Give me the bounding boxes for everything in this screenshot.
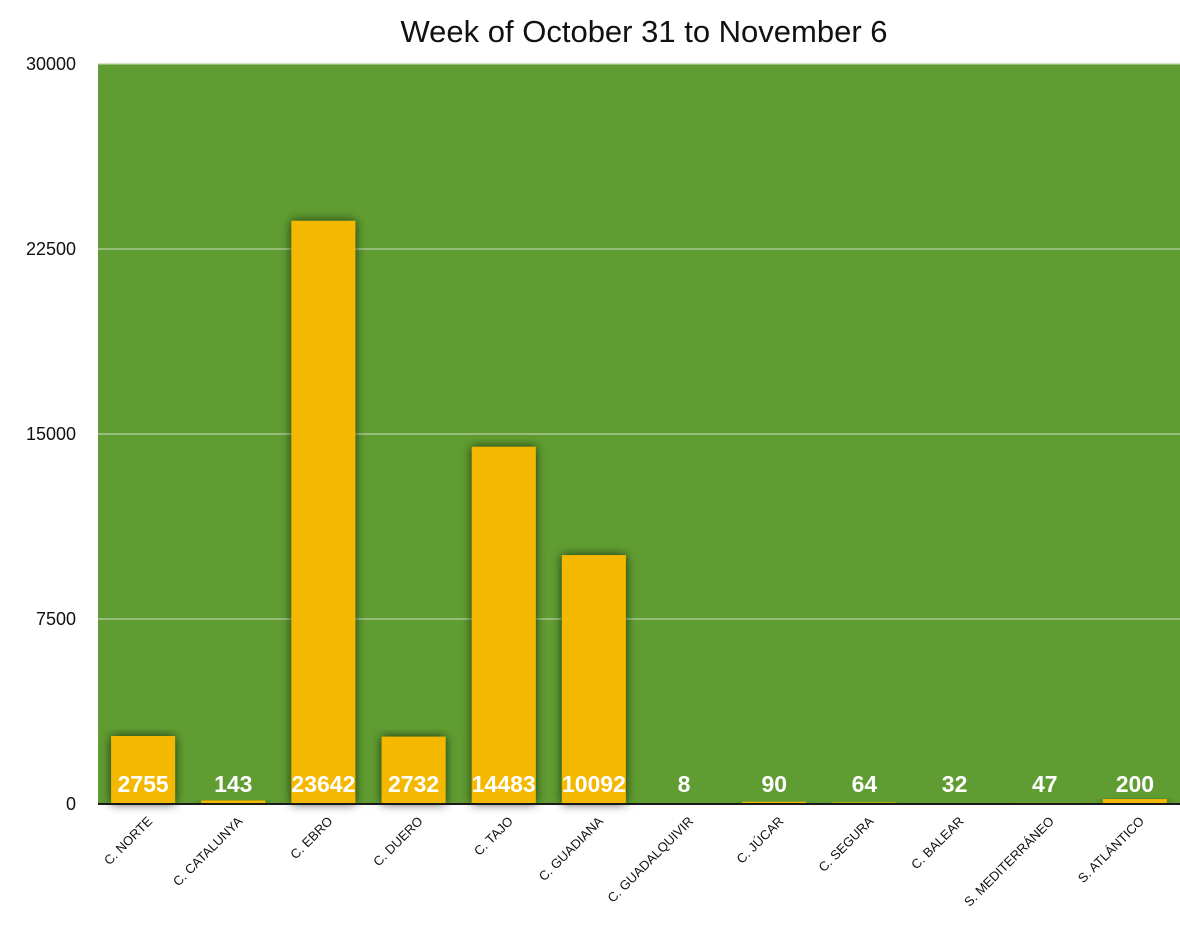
- y-tick-label: 0: [66, 794, 76, 814]
- bar: [111, 736, 176, 804]
- x-tick-label: C. SEGURA: [815, 813, 876, 874]
- gridlines: [98, 63, 1180, 620]
- y-tick-label: 7500: [36, 609, 76, 629]
- x-tick-label: C. GUADIANA: [536, 813, 607, 884]
- x-tick-label: S. MEDITERRÁNEO: [961, 814, 1057, 910]
- y-tick-label: 15000: [26, 424, 76, 444]
- bar: [561, 555, 626, 804]
- data-label: 8: [678, 771, 691, 797]
- x-tick-label: C. DUERO: [370, 814, 426, 870]
- y-tick-label: 22500: [26, 239, 76, 259]
- data-label: 32: [942, 771, 968, 797]
- x-tick-label: C. BALEAR: [908, 814, 967, 873]
- bar: [381, 736, 446, 804]
- bar: [742, 801, 807, 804]
- bars: [111, 220, 1167, 804]
- bar: [291, 220, 356, 804]
- bar: [1102, 799, 1167, 804]
- data-label: 47: [1032, 771, 1058, 797]
- x-tick-label: C. TAJO: [471, 814, 516, 859]
- data-label: 10092: [562, 771, 626, 797]
- data-label: 200: [1116, 771, 1154, 797]
- data-label: 14483: [472, 771, 536, 797]
- data-label: 90: [761, 771, 787, 797]
- x-tick-label: C. GUADALQUIVIR: [604, 814, 696, 906]
- data-label: 23642: [291, 771, 355, 797]
- y-axis: 0 7500 15000 22500 30000: [26, 54, 76, 814]
- bar: [201, 800, 266, 804]
- x-axis: C. NORTE C. CATALUNYA C. EBRO C. DUERO C. TA…: [101, 813, 1147, 909]
- x-tick-label: C. EBRO: [287, 814, 335, 862]
- bar: [471, 446, 536, 804]
- data-label: 2732: [388, 771, 439, 797]
- x-tick-label: C. JÚCAR: [733, 814, 786, 867]
- data-label: 2755: [117, 771, 168, 797]
- x-tick-label: S. ATLÁNTICO: [1075, 814, 1147, 886]
- data-label: 64: [852, 771, 878, 797]
- x-tick-label: C. CATALUNYA: [170, 813, 246, 889]
- y-tick-label: 30000: [26, 54, 76, 74]
- chart-title: Week of October 31 to November 6: [400, 14, 888, 49]
- data-label: 143: [214, 771, 252, 797]
- data-labels: 2755 143 23642 2732 14483 10092 8 90 64 32 47 200: [117, 771, 1154, 797]
- x-tick-label: C. NORTE: [101, 813, 156, 868]
